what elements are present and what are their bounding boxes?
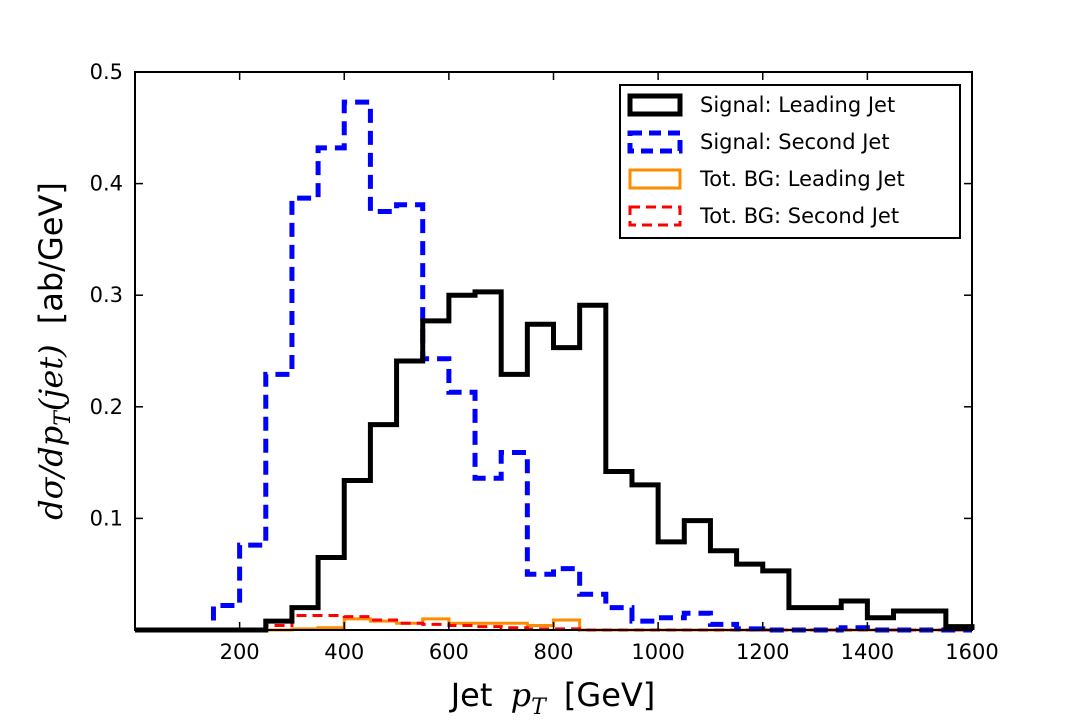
x-axis-title: Jet pT [GeV] (449, 676, 656, 720)
y-tick-label: 0.4 (90, 172, 123, 196)
x-axis-title-prefix: Jet (449, 676, 493, 714)
legend-label: Tot. BG: Leading Jet (699, 167, 905, 191)
legend: Signal: Leading Jet Signal: Second Jet Tot… (619, 84, 961, 239)
x-axis-title-suffix: [GeV] (564, 676, 655, 714)
y-tick-label: 0.5 (90, 60, 123, 84)
x-tick-label: 1200 (736, 640, 789, 664)
legend-entry: Signal: Second Jet (627, 130, 890, 154)
x-tick-label: 200 (220, 640, 260, 664)
y-tick-label: 0.2 (90, 395, 123, 419)
x-tick-label: 1000 (631, 640, 684, 664)
x-tick-label: 1400 (841, 640, 894, 664)
x-tick-label: 1600 (945, 640, 998, 664)
legend-label: Signal: Second Jet (700, 130, 890, 154)
y-axis-title-arg: (jet) (32, 344, 70, 411)
legend-label: Signal: Leading Jet (700, 93, 895, 117)
y-axis-title-sub: T (51, 409, 76, 426)
x-tick-label: 400 (324, 640, 364, 664)
legend-label: Tot. BG: Second Jet (699, 204, 899, 228)
legend-swatch (627, 93, 683, 117)
y-tick-label: 0.3 (90, 283, 123, 307)
y-tick-label: 0.1 (90, 506, 123, 530)
legend-swatch (628, 168, 682, 190)
series-signal-leading-jet (135, 289, 975, 633)
legend-swatch (628, 205, 682, 227)
plot-frame (134, 71, 973, 631)
y-axis-title-suffix: [ab/GeV] (32, 182, 70, 324)
y-axis-title: dσ/dpT(jet) [ab/GeV] (32, 182, 76, 520)
legend-entries: Signal: Leading Jet Signal: Second Jet Tot… (627, 93, 905, 228)
y-axis-title-math: dσ/dp (32, 426, 70, 520)
legend-swatch (627, 130, 683, 154)
legend-entry: Tot. BG: Second Jet (628, 204, 899, 228)
x-tick-label: 800 (533, 640, 573, 664)
x-tick-label: 600 (429, 640, 469, 664)
x-axis-title-math: p (511, 676, 531, 714)
legend-box (619, 84, 961, 239)
legend-entry: Signal: Leading Jet (627, 93, 895, 117)
x-axis-title-sub: T (531, 695, 548, 720)
tick-layer: 200 400 600 800 1000 1200 1400 1600 0.1 0.2 0.3 0.4… (90, 60, 999, 664)
legend-entry: Tot. BG: Leading Jet (628, 167, 905, 191)
